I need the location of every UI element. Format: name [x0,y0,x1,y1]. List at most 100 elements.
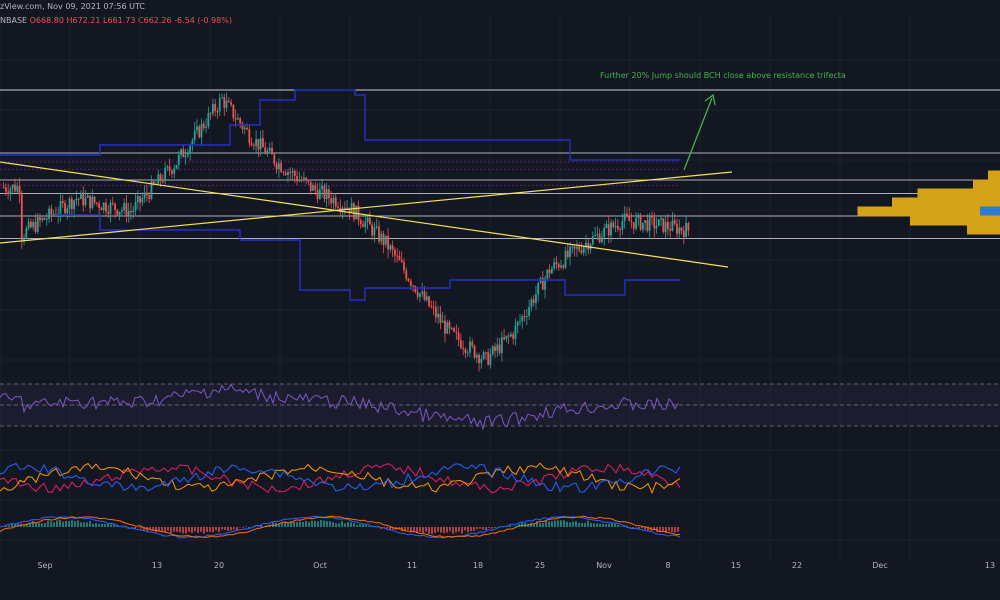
candle-body [437,313,440,318]
candle-body [139,196,141,203]
candle-body [434,307,437,318]
candle-body [227,100,230,103]
candle-body [271,147,273,155]
candle-body [312,185,314,191]
candle-body [105,202,107,212]
ascending-trendline [0,171,733,244]
candle-body [114,203,116,210]
oscillator-line [0,462,681,493]
candle-body [157,174,160,184]
candle-body [189,145,192,154]
candle-body [339,208,342,211]
candle-body [637,214,640,218]
candle-body [532,299,535,303]
candle-body [100,207,103,211]
candle-body [439,313,442,323]
candle-body [66,208,69,214]
candle-body [507,335,510,337]
candle-body [378,226,380,242]
candle-body [541,278,544,290]
candle-body [334,197,337,207]
candle-body [641,222,644,230]
candle-body [368,217,371,225]
x-tick-label: Nov [596,561,612,570]
candle-body [300,179,303,181]
candle-body [48,208,50,219]
candle-body [371,224,374,236]
candle-body [109,202,112,214]
channel-upper-line [0,89,680,161]
candle-body [27,221,30,229]
candle-body [405,270,408,280]
candle-body [205,126,207,128]
candle-body [25,228,28,238]
candle-body [207,113,210,127]
candle-body [644,220,647,223]
candle-body [519,321,521,323]
candle-body [466,352,469,354]
candle-body [616,225,619,230]
candle-body [161,181,164,183]
candle-body [673,220,676,224]
candle-body [45,218,48,220]
candle-body [259,138,262,150]
candle-body [676,223,678,234]
candle-body [75,198,78,201]
candle-body [273,154,276,164]
candle-body [632,222,635,229]
candle-body [318,189,321,200]
candle-body [2,187,5,189]
candle-body [291,171,294,173]
candle-body [293,171,296,177]
candle-body [116,209,119,215]
exchange-label: NBASE [0,16,28,25]
volume-profile-bar [857,206,1000,217]
candle-body [669,228,672,231]
candle-body [678,227,681,234]
candle-body [516,322,519,326]
candle-body [255,138,258,147]
candle-body [214,104,217,112]
candle-body [191,140,194,146]
x-tick-label: 25 [535,561,545,570]
candle-body [70,198,73,209]
candle-body [107,211,110,214]
candle-body [432,306,435,308]
candle-body [373,227,376,236]
candle-body [314,185,317,191]
candle-body [635,217,637,229]
candle-body [18,186,21,195]
candle-body [321,185,323,190]
candle-body [359,220,362,225]
candle-body [298,179,301,182]
candle-body [391,245,394,250]
candle-body [134,201,137,211]
candle-body [341,207,344,211]
candle-body [682,230,685,238]
candle-body [121,210,123,212]
candle-body [289,171,292,173]
candle-body [491,346,494,355]
candle-body [523,316,526,318]
candle-body [196,126,198,131]
low-value: L661.73 [103,16,136,25]
close-value: C662.26 [138,16,172,25]
candle-body [277,163,280,170]
candle-body [262,138,264,148]
candle-body [596,233,599,236]
candle-body [569,246,571,257]
candle-body [598,233,601,243]
descending-trendline [0,161,729,268]
candle-body [446,322,449,334]
candle-body [494,346,496,351]
candle-body [576,246,578,249]
candle-body [159,174,162,182]
candle-body [680,227,683,231]
candle-body [389,245,392,250]
candle-body [4,187,7,192]
candle-body [580,250,583,253]
candle-body [93,196,96,203]
candle-body [660,218,662,220]
candle-body [607,224,610,236]
